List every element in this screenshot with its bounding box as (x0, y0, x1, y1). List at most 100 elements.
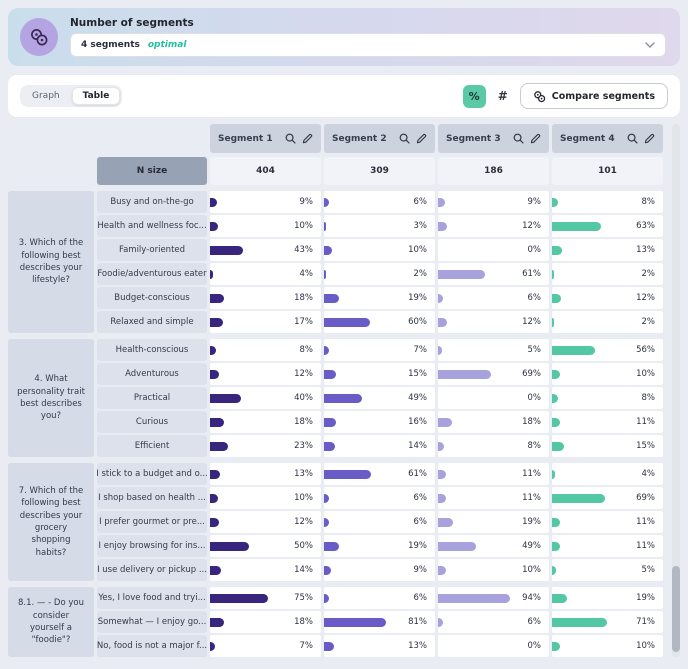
answer-label: Somewhat — I enjoy go... (97, 611, 207, 633)
value-cell: 8% (438, 435, 549, 457)
value-cell: 49% (324, 387, 435, 409)
value-cell: 5% (438, 339, 549, 361)
bar-track (552, 222, 629, 231)
answer-label: I use delivery or pickup ... (97, 559, 207, 581)
value-cell: 19% (324, 287, 435, 309)
value-percent: 50% (287, 541, 321, 551)
vertical-scrollbar[interactable] (672, 124, 680, 657)
value-cell: 0% (438, 635, 549, 657)
answer-row: I prefer gourmet or pre...12%6%19%11% (97, 511, 669, 533)
tab-table[interactable]: Table (72, 87, 121, 105)
value-bar (438, 594, 510, 603)
value-bar (324, 518, 329, 527)
bar-track (210, 246, 287, 255)
value-percent: 9% (515, 197, 549, 207)
n-size-row: N size 404309186101 (8, 157, 669, 185)
bar-track (552, 270, 629, 279)
value-cell: 19% (324, 535, 435, 557)
segments-dropdown[interactable]: 4 segments optimal (70, 33, 666, 57)
value-cell: 43% (210, 239, 321, 261)
bar-track (552, 618, 629, 627)
bar-track (552, 318, 629, 327)
value-cell: 8% (210, 339, 321, 361)
bar-track (438, 566, 515, 575)
compare-segments-button[interactable]: Compare segments (520, 83, 668, 109)
bar-track (438, 642, 515, 651)
answer-label: Adventurous (97, 363, 207, 385)
value-cell: 60% (324, 311, 435, 333)
question-group: 8.1. — - Do you consider yourself a "foo… (8, 587, 669, 657)
value-cell: 61% (324, 463, 435, 485)
value-cell: 6% (324, 587, 435, 609)
question-group: 4. What personality trait best describes… (8, 339, 669, 457)
value-percent: 6% (401, 493, 435, 503)
value-bar (552, 642, 560, 651)
value-percent: 5% (629, 565, 663, 575)
value-bar (324, 566, 331, 575)
bar-track (210, 294, 287, 303)
segment-name: Segment 3 (446, 134, 501, 144)
answer-row: Foodie/adventurous eater4%2%61%2% (97, 263, 669, 285)
answer-label: Family-oriented (97, 239, 207, 261)
edit-icon[interactable] (644, 133, 655, 144)
bar-track (438, 470, 515, 479)
number-of-segments-banner: Number of segments 4 segments optimal (8, 8, 680, 66)
value-bar (552, 370, 560, 379)
value-cell: 10% (210, 487, 321, 509)
scrollbar-thumb[interactable] (672, 566, 680, 651)
value-cell: 69% (438, 363, 549, 385)
segment-name: Segment 1 (218, 134, 273, 144)
value-percent: 40% (287, 393, 321, 403)
bar-track (438, 594, 515, 603)
answer-row: I enjoy browsing for ins...50%19%49%11% (97, 535, 669, 557)
value-cell: 12% (210, 511, 321, 533)
value-cell: 2% (552, 311, 663, 333)
value-bar (324, 270, 326, 279)
question-group: 3. Which of the following best describes… (8, 191, 669, 333)
value-percent: 61% (515, 269, 549, 279)
value-bar (324, 198, 329, 207)
value-cell: 13% (324, 635, 435, 657)
value-cell: 0% (438, 387, 549, 409)
value-cell: 15% (552, 435, 663, 457)
tab-graph[interactable]: Graph (22, 87, 70, 105)
search-icon[interactable] (285, 133, 296, 144)
answer-row: Efficient23%14%8%15% (97, 435, 669, 457)
count-mode-button[interactable]: # (496, 87, 510, 105)
value-percent: 12% (515, 317, 549, 327)
value-bar (210, 198, 217, 207)
value-percent: 9% (287, 197, 321, 207)
answer-label: Yes, I love food and tryi... (97, 587, 207, 609)
percent-mode-button[interactable]: % (463, 85, 486, 108)
value-bar (552, 198, 558, 207)
edit-icon[interactable] (302, 133, 313, 144)
value-bar (210, 518, 219, 527)
search-icon[interactable] (513, 133, 524, 144)
edit-icon[interactable] (530, 133, 541, 144)
value-percent: 11% (629, 517, 663, 527)
value-bar (324, 222, 326, 231)
search-icon[interactable] (627, 133, 638, 144)
value-bar (210, 594, 268, 603)
value-cell: 11% (552, 411, 663, 433)
bar-track (438, 542, 515, 551)
value-cell: 11% (438, 463, 549, 485)
bar-track (210, 442, 287, 451)
bar-track (324, 542, 401, 551)
compare-segments-label: Compare segments (552, 91, 655, 102)
bar-track (438, 222, 515, 231)
value-cell: 75% (210, 587, 321, 609)
bar-track (210, 318, 287, 327)
value-percent: 18% (287, 293, 321, 303)
edit-icon[interactable] (416, 133, 427, 144)
value-percent: 19% (515, 517, 549, 527)
bar-track (552, 442, 629, 451)
search-icon[interactable] (399, 133, 410, 144)
bar-track (552, 394, 629, 403)
value-percent: 16% (401, 417, 435, 427)
value-bar (210, 394, 241, 403)
value-cell: 5% (552, 559, 663, 581)
bar-track (324, 394, 401, 403)
value-percent: 10% (401, 245, 435, 255)
value-cell: 7% (210, 635, 321, 657)
